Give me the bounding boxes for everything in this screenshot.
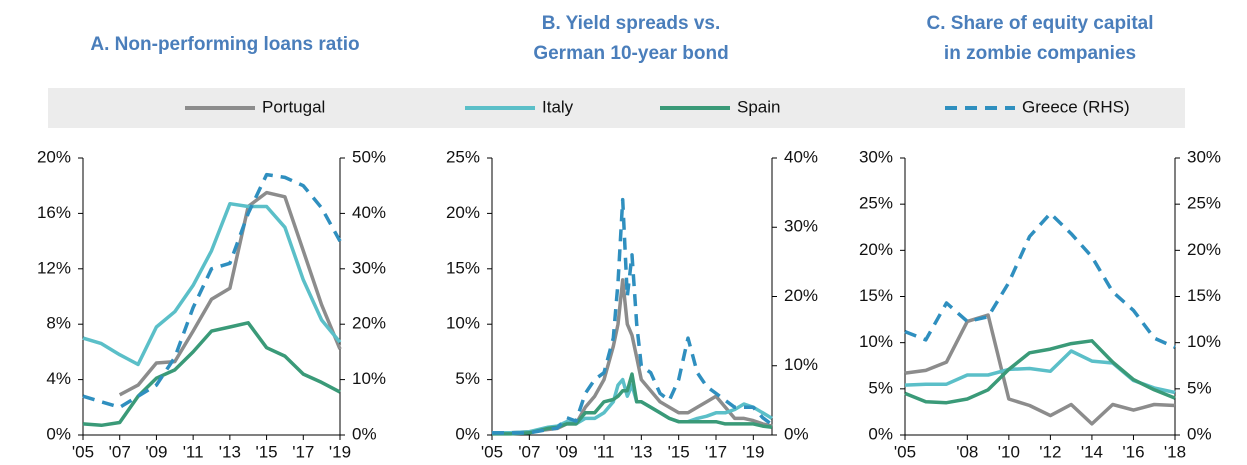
y-tick-label: 0%	[46, 424, 71, 443]
legend-label: Italy	[542, 97, 574, 116]
x-tick-label: '18	[1164, 442, 1186, 461]
x-tick-label: '11	[183, 442, 204, 461]
y-tick-label: 4%	[46, 369, 71, 388]
chart-title: German 10-year bond	[533, 43, 728, 64]
y2-tick-label: 20%	[1187, 240, 1221, 259]
chart-title: B. Yield spreads vs.	[542, 13, 720, 34]
y-tick-label: 10%	[446, 314, 480, 333]
series-line	[492, 372, 773, 436]
y-tick-label: 5%	[868, 378, 893, 397]
y2-tick-label: 20%	[784, 286, 818, 305]
y-tick-label: 16%	[37, 203, 71, 222]
x-tick-label: '14	[1081, 442, 1103, 461]
y-tick-label: 5%	[455, 369, 480, 388]
y-tick-label: 25%	[859, 194, 893, 213]
series-line	[118, 190, 342, 397]
x-tick-label: '10	[998, 442, 1020, 461]
x-tick-label: '05	[481, 442, 503, 461]
x-tick-label: '08	[956, 442, 978, 461]
x-tick-label: '17	[705, 442, 727, 461]
x-tick-label: '15	[668, 442, 690, 461]
y2-tick-label: 0%	[1187, 424, 1212, 443]
series-line	[492, 197, 774, 435]
x-tick-label: '16	[1122, 442, 1144, 461]
y2-tick-label: 40%	[784, 147, 818, 166]
x-tick-label: '19	[742, 442, 764, 461]
series-line	[82, 201, 342, 367]
y-tick-label: 12%	[37, 258, 71, 277]
x-tick-label: '07	[518, 442, 540, 461]
y-tick-label: 8%	[46, 314, 71, 333]
x-tick-label: '15	[255, 442, 277, 461]
y2-tick-label: 30%	[1187, 147, 1221, 166]
x-tick-label: '05	[894, 442, 916, 461]
y-tick-label: 15%	[446, 258, 480, 277]
x-tick-label: '09	[145, 442, 167, 461]
x-tick-label: '12	[1039, 442, 1061, 461]
y2-tick-label: 30%	[352, 258, 386, 277]
y-tick-label: 10%	[859, 332, 893, 351]
y-tick-label: 30%	[859, 147, 893, 166]
y2-tick-label: 15%	[1187, 286, 1221, 305]
y2-tick-label: 0%	[352, 424, 377, 443]
legend-label: Portugal	[262, 97, 325, 116]
x-tick-label: '11	[594, 442, 615, 461]
y-tick-label: 15%	[859, 286, 893, 305]
y2-tick-label: 40%	[352, 203, 386, 222]
series-line	[82, 172, 342, 410]
y2-tick-label: 10%	[784, 355, 818, 374]
x-tick-label: '13	[219, 442, 241, 461]
legend-label: Spain	[737, 97, 780, 116]
y2-tick-label: 10%	[1187, 332, 1221, 351]
y2-tick-label: 50%	[352, 147, 386, 166]
series-line	[82, 321, 341, 428]
y-tick-label: 0%	[455, 424, 480, 443]
y2-tick-label: 20%	[352, 314, 386, 333]
y-tick-label: 0%	[868, 424, 893, 443]
y2-tick-label: 30%	[784, 217, 818, 236]
y-tick-label: 20%	[446, 203, 480, 222]
series-line	[904, 211, 1176, 349]
y2-tick-label: 0%	[784, 424, 809, 443]
series-line	[904, 339, 1176, 405]
legend-label: Greece (RHS)	[1022, 97, 1130, 116]
x-tick-label: '13	[630, 442, 652, 461]
y-tick-label: 25%	[446, 147, 480, 166]
y2-tick-label: 10%	[352, 369, 386, 388]
series-line	[904, 313, 1176, 426]
y2-tick-label: 5%	[1187, 378, 1212, 397]
chart-title: C. Share of equity capital	[927, 13, 1154, 34]
x-tick-label: '07	[109, 442, 131, 461]
y2-tick-label: 25%	[1187, 194, 1221, 213]
x-tick-label: '19	[329, 442, 351, 461]
series-line	[904, 349, 1176, 395]
chart-title: in zombie companies	[944, 43, 1136, 64]
x-tick-label: '09	[556, 442, 578, 461]
x-tick-label: '05	[72, 442, 94, 461]
y-tick-label: 20%	[859, 240, 893, 259]
x-tick-label: '17	[292, 442, 314, 461]
chart-title: A. Non-performing loans ratio	[90, 34, 359, 55]
y-tick-label: 20%	[37, 147, 71, 166]
